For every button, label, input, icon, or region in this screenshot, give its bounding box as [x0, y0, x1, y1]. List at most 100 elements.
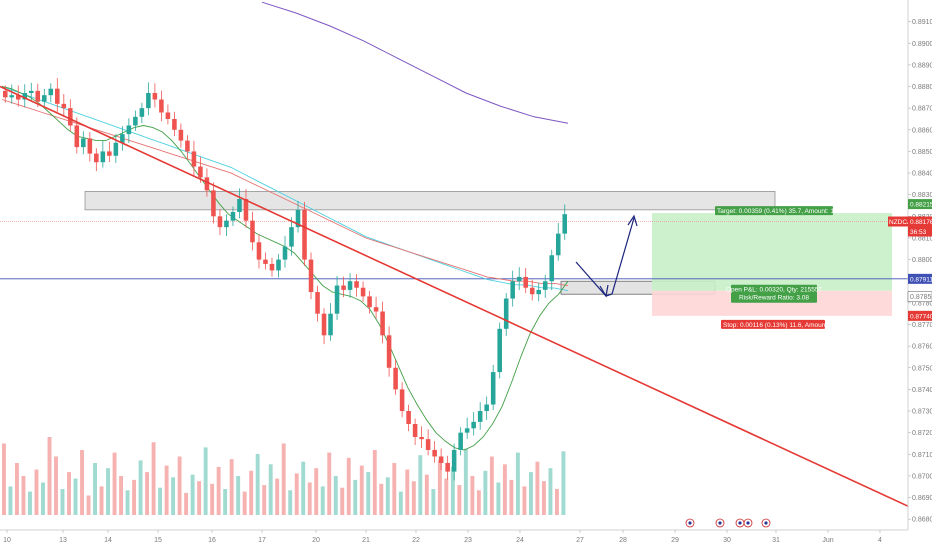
- level-price-tag-text: 0.87911: [910, 276, 932, 283]
- event-flag-dot-icon: [688, 521, 692, 525]
- candle-body: [94, 153, 99, 163]
- candle-body: [2, 90, 8, 98]
- candle-body: [373, 307, 379, 312]
- volume-bar: [41, 482, 45, 515]
- event-flag-dot-icon: [764, 521, 768, 525]
- volume-bar: [314, 468, 319, 515]
- volume-bar: [197, 481, 202, 515]
- candle-body: [354, 281, 359, 288]
- candle-body: [399, 389, 405, 412]
- candle-body: [146, 93, 151, 109]
- volume-bar: [112, 452, 117, 515]
- stop-price-tag-text: 0.87740: [910, 313, 932, 320]
- volume-bar: [496, 482, 501, 515]
- candle-body: [224, 220, 229, 228]
- volume-bar: [8, 486, 13, 515]
- volume-bar: [281, 443, 286, 515]
- candle-body: [419, 436, 424, 440]
- event-flag-dot-icon: [738, 521, 742, 525]
- resistance-zone[interactable]: [84, 191, 776, 211]
- candle-body: [347, 281, 353, 290]
- volume-bar: [541, 481, 546, 515]
- volume-bar: [340, 487, 345, 515]
- price-labels: Target: 0.00359 (0.41%) 35.7, Amount: 17…: [715, 199, 932, 329]
- volume-bar: [457, 485, 462, 515]
- volume-bar: [346, 457, 351, 515]
- candle-body: [503, 298, 509, 329]
- x-tick-label: 23: [464, 537, 472, 544]
- volume-bar: [171, 477, 176, 515]
- volume-bar: [470, 476, 475, 515]
- volume-bar: [372, 450, 377, 515]
- volume-bar: [307, 482, 312, 515]
- x-tick-label: 20: [312, 537, 320, 544]
- volume-bar: [275, 478, 280, 515]
- candle-body: [256, 242, 262, 260]
- profit-zone[interactable]: [652, 213, 892, 291]
- volume-bar: [535, 461, 540, 515]
- candle-body: [172, 118, 177, 130]
- candle-body: [87, 138, 93, 154]
- volume-bar: [249, 470, 254, 515]
- volume-bar: [522, 486, 527, 515]
- candle-body: [282, 246, 288, 260]
- candle-body: [341, 285, 346, 290]
- candle-body: [510, 281, 515, 299]
- volume-bar: [210, 483, 215, 515]
- pnl-label-text: Open P&L: 0.00320, Qty: 215557: [726, 287, 823, 294]
- candle-body: [204, 177, 210, 191]
- volume-bar: [379, 483, 384, 515]
- candle-body: [425, 439, 431, 450]
- x-tick-label: 14: [104, 537, 112, 544]
- volume-bar: [216, 466, 221, 515]
- candle-body: [432, 449, 437, 457]
- long-ma-line: [261, 1, 569, 124]
- drawings[interactable]: [0, 85, 909, 507]
- candle-body: [542, 281, 548, 290]
- candle-body: [237, 199, 242, 212]
- volume-bar: [476, 490, 481, 515]
- volume-bar: [47, 437, 52, 515]
- volume-bars: [2, 437, 566, 515]
- candle-body: [289, 227, 294, 247]
- candle-body: [315, 292, 320, 314]
- volume-bar: [288, 490, 293, 515]
- candle-body: [451, 449, 457, 472]
- volume-bar: [15, 463, 19, 515]
- projection-arrow[interactable]: [575, 217, 635, 297]
- event-flag-dot-icon: [718, 521, 722, 525]
- candle-body: [217, 216, 223, 228]
- volume-bar: [132, 479, 137, 515]
- x-axis[interactable]: 10 13 14 15 16 17 20 21 22 23 24 27 28 29 30 31 Jun 4: [0, 518, 908, 544]
- volume-bar: [301, 461, 306, 515]
- candle-body: [35, 90, 41, 102]
- volume-bar: [86, 495, 91, 515]
- candle-body: [438, 456, 444, 463]
- candle-body: [9, 95, 15, 98]
- candle-body: [471, 421, 476, 429]
- arrow-head-up: [627, 214, 638, 227]
- x-tick-label: 21: [362, 537, 370, 544]
- event-flag-dot-icon: [746, 521, 750, 525]
- volume-bar: [320, 486, 325, 515]
- volume-bar: [268, 464, 273, 515]
- last-price-tag-box: [908, 216, 932, 227]
- candle-body: [464, 428, 470, 433]
- candle-body: [139, 108, 145, 117]
- x-tick-label: 17: [258, 537, 266, 544]
- volume-bar: [554, 489, 559, 515]
- trendline[interactable]: [0, 85, 909, 507]
- volume-bar: [177, 456, 182, 515]
- candle-body: [308, 259, 314, 293]
- volume-bar: [431, 489, 436, 515]
- target-price-tag-text: 0.88215: [910, 202, 932, 209]
- volume-bar: [359, 465, 364, 515]
- volume-bar: [509, 479, 514, 515]
- volume-bar: [262, 485, 267, 515]
